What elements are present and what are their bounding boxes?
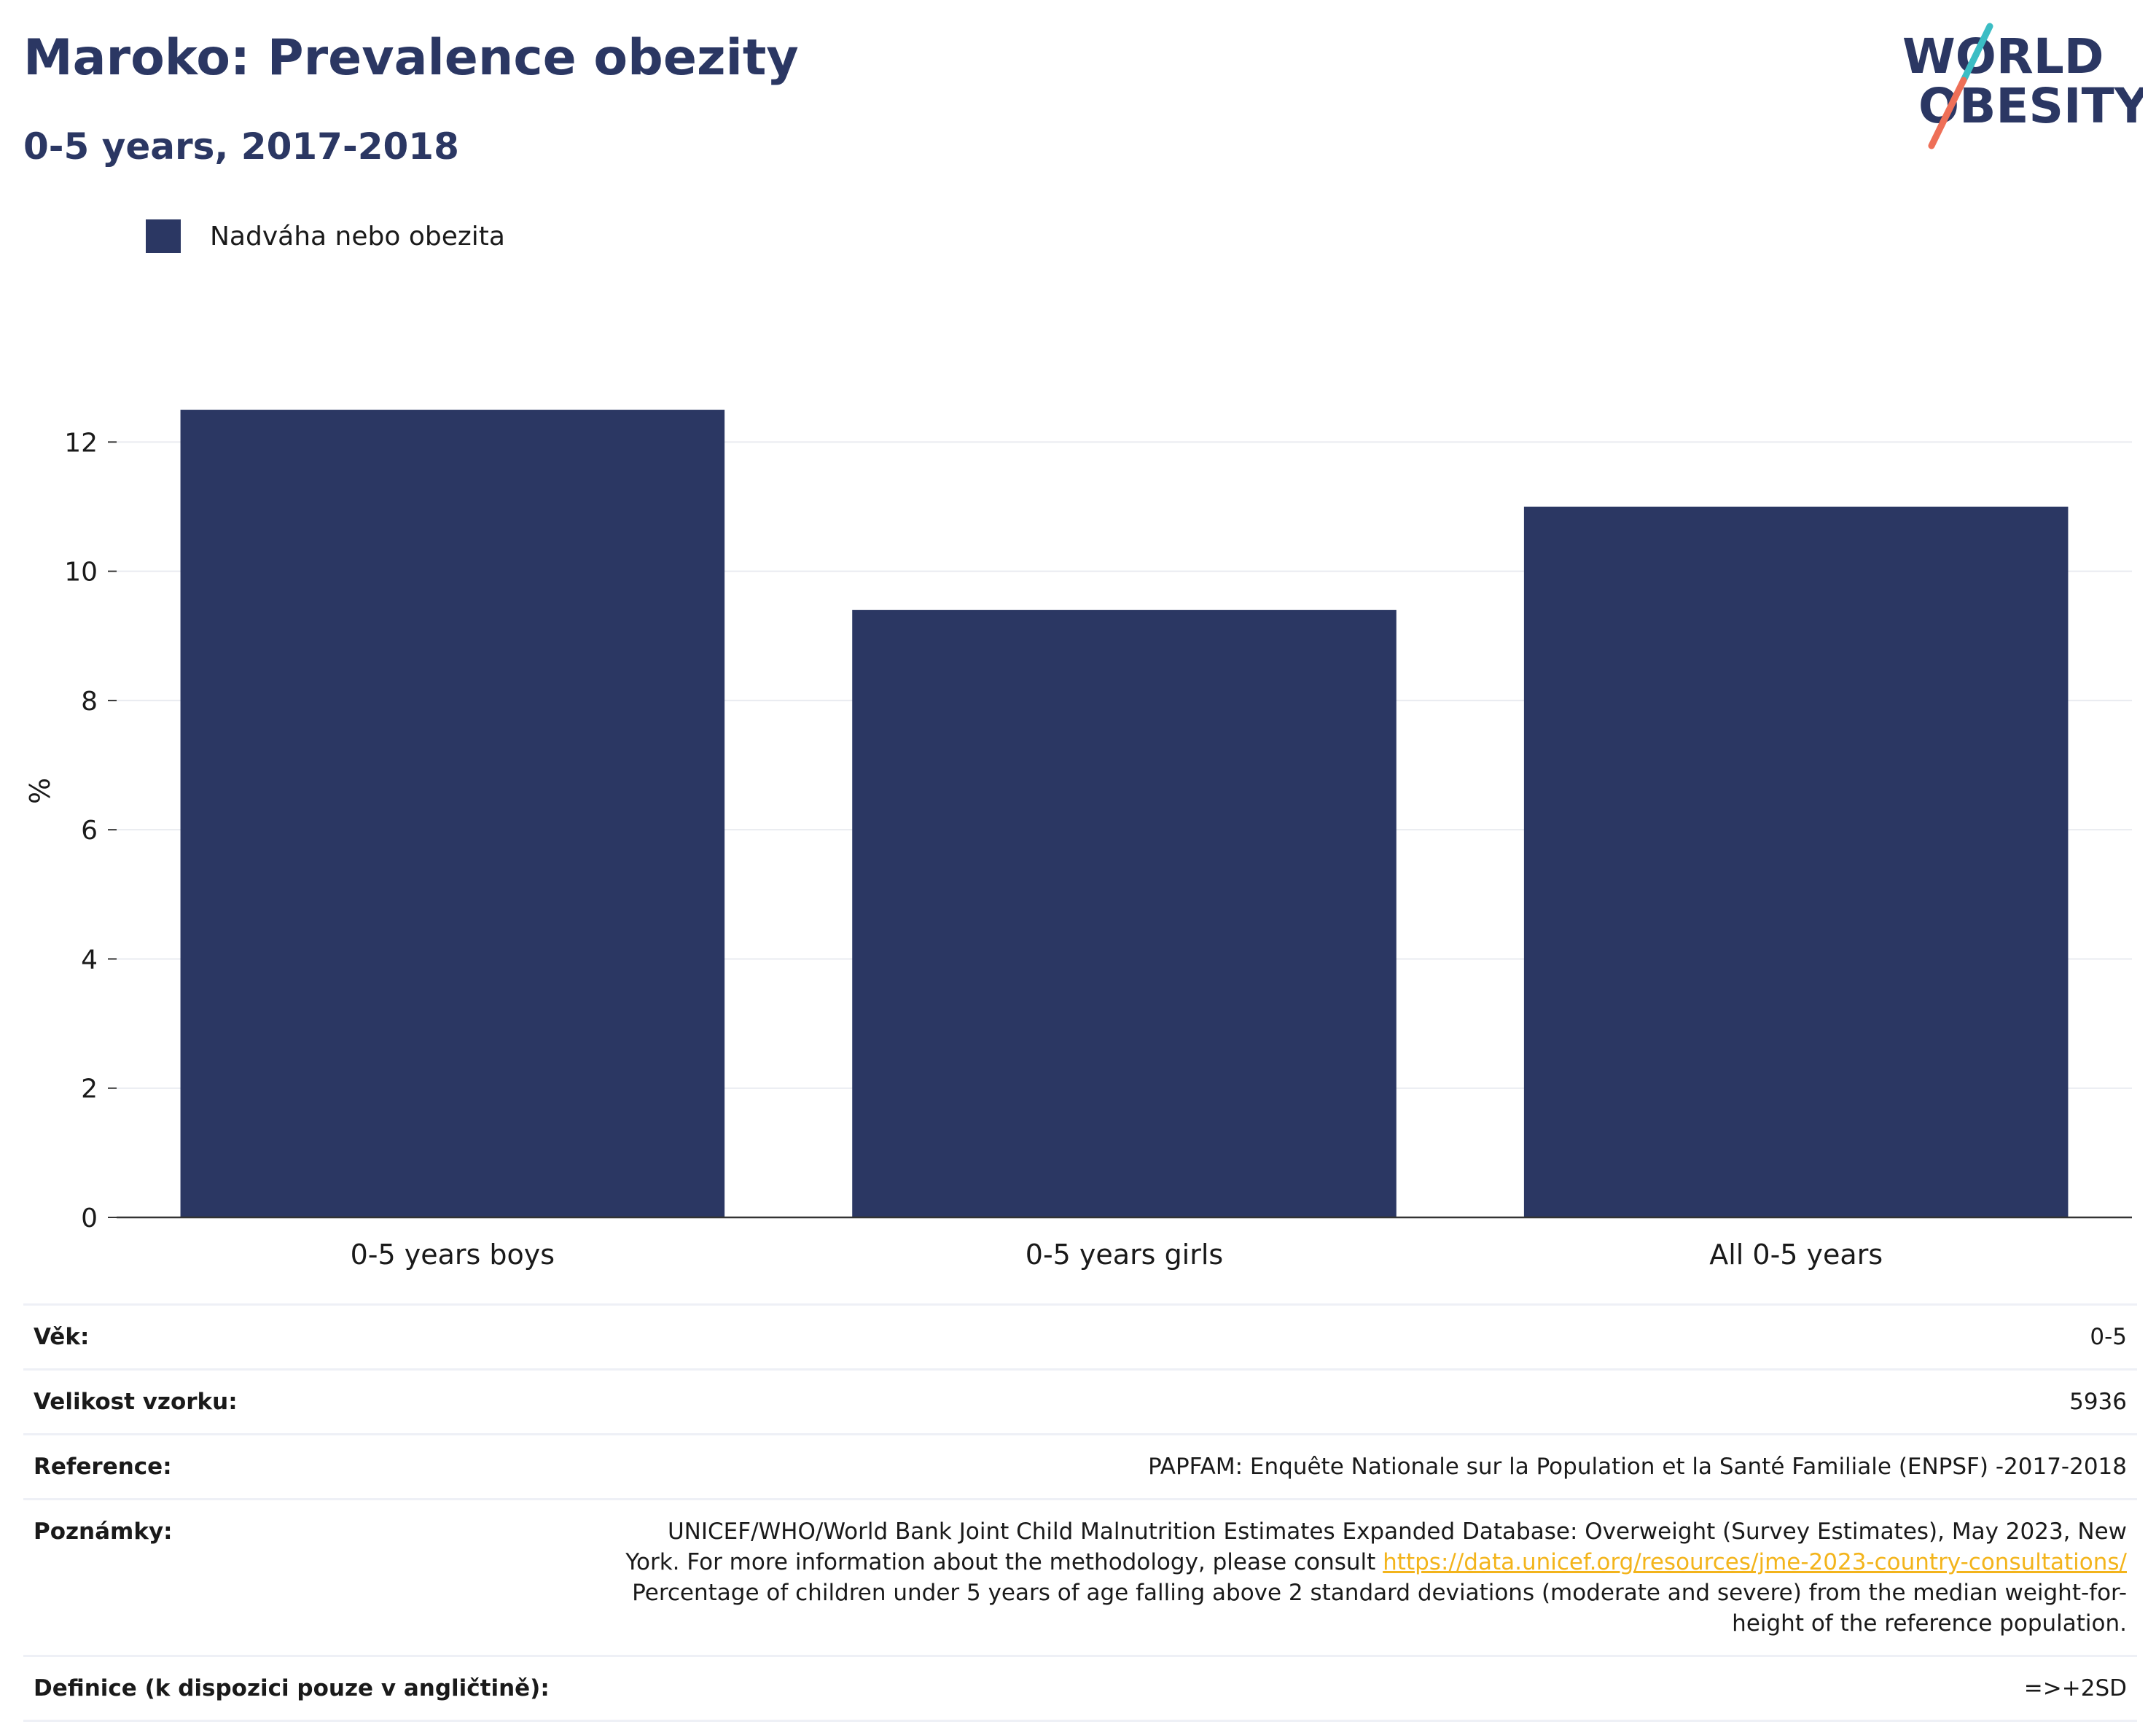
world-obesity-logo: WORLD OBESITY [1902,23,2143,149]
y-tick-label: 10 [64,558,98,588]
meta-definition-label: Definice (k dispozici pouze v angličtině… [34,1675,550,1701]
bar [180,410,725,1218]
meta-age-value: 0-5 [2090,1324,2127,1350]
meta-row-definition: Definice (k dispozici pouze v angličtině… [23,1655,2137,1722]
chart-legend[interactable]: Nadváha nebo obezita [146,217,505,255]
y-tick-label: 2 [81,1075,98,1104]
meta-reference-value: PAPFAM: Enquête Nationale sur la Populat… [1148,1454,2127,1480]
meta-sample-label: Velikost vzorku: [34,1389,238,1415]
meta-age-label: Věk: [34,1324,90,1350]
x-tick-label: 0-5 years girls [1026,1239,1223,1271]
x-tick-label: 0-5 years boys [351,1239,555,1271]
meta-row-notes: Poznámky: UNICEF/WHO/World Bank Joint Ch… [23,1498,2137,1655]
meta-notes-label: Poznámky: [34,1518,173,1545]
meta-reference-label: Reference: [34,1454,172,1480]
chart-title: Maroko: Prevalence obezity [23,29,799,87]
methodology-link[interactable]: https://data.unicef.org/resources/jme-20… [1383,1549,2127,1575]
chart-subtitle: 0-5 years, 2017-2018 [23,125,459,168]
logo-line1: WORLD [1902,28,2104,85]
y-tick-label: 0 [81,1204,98,1233]
y-tick-label: 4 [81,945,98,975]
logo-slash-coral [1928,77,1967,149]
y-tick-label: 6 [81,816,98,846]
y-tick-label: 12 [64,428,98,458]
y-axis-label: % [24,778,56,804]
logo-line2: OBESITY [1918,78,2143,134]
meta-definition-value: =>+2SD [2023,1675,2127,1701]
metadata-table: Věk: 0-5 Velikost vzorku: 5936 Reference… [23,1303,2137,1722]
meta-row-reference: Reference: PAPFAM: Enquête Nationale sur… [23,1433,2137,1498]
bar-chart: 0 2 4 6 8 10 12% 0-5 years boys 0-5 years girls A… [24,410,2132,1271]
y-tick-label: 8 [81,687,98,717]
meta-notes-text2: Percentage of children under 5 years of … [632,1580,2127,1637]
meta-notes-value: UNICEF/WHO/World Bank Joint Child Malnut… [611,1516,2127,1639]
bar [852,609,1397,1217]
meta-sample-value: 5936 [2069,1389,2127,1415]
x-tick-label: All 0-5 years [1709,1239,1883,1271]
meta-notes-text1: UNICEF/WHO/World Bank Joint Child Malnut… [625,1518,2127,1575]
bar [1523,507,2069,1217]
legend-label: Nadváha nebo obezita [210,221,505,252]
meta-row-age: Věk: 0-5 [23,1303,2137,1368]
legend-swatch [146,219,181,253]
meta-row-sample: Velikost vzorku: 5936 [23,1368,2137,1433]
logo-slash-teal [1960,23,1993,84]
